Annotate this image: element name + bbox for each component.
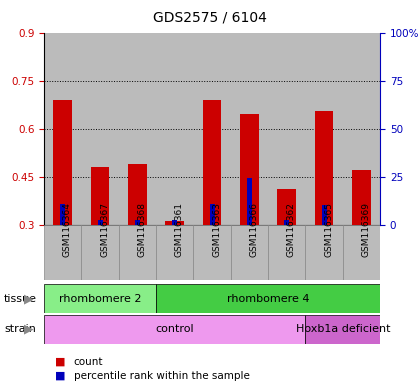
Text: count: count: [74, 357, 103, 367]
Text: GSM116362: GSM116362: [287, 202, 296, 257]
Bar: [322, 205, 326, 225]
Bar: [91, 167, 110, 225]
Bar: [98, 220, 102, 225]
Text: GSM116365: GSM116365: [324, 202, 333, 257]
Text: ▶: ▶: [24, 292, 33, 305]
Bar: [315, 111, 333, 225]
Bar: [231, 33, 268, 225]
Text: GSM116364: GSM116364: [63, 202, 72, 257]
Text: GSM116361: GSM116361: [175, 202, 184, 257]
Bar: [60, 204, 65, 225]
Text: ■: ■: [55, 371, 65, 381]
Text: GSM116369: GSM116369: [362, 202, 370, 257]
FancyBboxPatch shape: [156, 225, 194, 280]
Bar: [268, 33, 305, 225]
FancyBboxPatch shape: [268, 225, 305, 280]
FancyBboxPatch shape: [44, 315, 305, 344]
Bar: [135, 220, 140, 225]
Bar: [119, 33, 156, 225]
Bar: [210, 204, 215, 225]
FancyBboxPatch shape: [81, 225, 119, 280]
Bar: [352, 170, 371, 225]
Bar: [53, 100, 72, 225]
Text: GSM116368: GSM116368: [137, 202, 147, 257]
Text: GSM116367: GSM116367: [100, 202, 109, 257]
Bar: [305, 33, 343, 225]
Bar: [172, 220, 177, 225]
FancyBboxPatch shape: [305, 315, 380, 344]
Text: rhombomere 2: rhombomere 2: [59, 293, 142, 304]
Bar: [44, 33, 81, 225]
FancyBboxPatch shape: [194, 225, 231, 280]
Bar: [203, 100, 221, 225]
FancyBboxPatch shape: [343, 225, 380, 280]
FancyBboxPatch shape: [44, 225, 81, 280]
Text: GDS2575 / 6104: GDS2575 / 6104: [153, 11, 267, 25]
Bar: [81, 33, 119, 225]
Bar: [128, 164, 147, 225]
Bar: [194, 33, 231, 225]
FancyBboxPatch shape: [156, 284, 380, 313]
Text: ▶: ▶: [24, 323, 33, 336]
FancyBboxPatch shape: [44, 284, 156, 313]
Text: strain: strain: [4, 324, 36, 334]
Bar: [278, 189, 296, 225]
FancyBboxPatch shape: [231, 225, 268, 280]
Text: control: control: [155, 324, 194, 334]
Text: percentile rank within the sample: percentile rank within the sample: [74, 371, 249, 381]
Bar: [247, 178, 252, 225]
Text: Hoxb1a deficient: Hoxb1a deficient: [296, 324, 390, 334]
Text: GSM116366: GSM116366: [249, 202, 258, 257]
Text: rhombomere 4: rhombomere 4: [227, 293, 310, 304]
Text: GSM116363: GSM116363: [212, 202, 221, 257]
Bar: [156, 33, 194, 225]
Bar: [165, 222, 184, 225]
Bar: [284, 220, 289, 225]
Bar: [343, 33, 380, 225]
FancyBboxPatch shape: [305, 225, 343, 280]
Bar: [240, 114, 259, 225]
FancyBboxPatch shape: [119, 225, 156, 280]
Text: tissue: tissue: [4, 293, 37, 304]
Text: ■: ■: [55, 357, 65, 367]
